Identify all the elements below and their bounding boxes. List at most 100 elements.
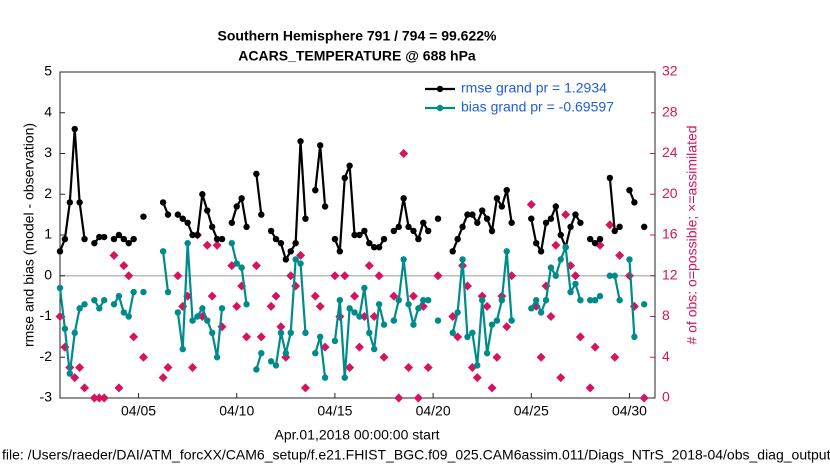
- series-marker: [395, 297, 402, 304]
- series-marker: [140, 288, 147, 296]
- obs-marker: [315, 301, 325, 311]
- series-marker: [253, 170, 260, 178]
- series-marker: [302, 215, 309, 222]
- x-tick-label: 04/30: [612, 403, 647, 419]
- series-marker: [552, 272, 560, 279]
- series-marker: [547, 264, 555, 271]
- y-tick-label: 1: [44, 226, 52, 242]
- series-marker: [66, 370, 74, 377]
- series-marker: [115, 292, 123, 300]
- obs-marker: [526, 199, 536, 209]
- obs-marker: [232, 301, 242, 311]
- series-marker: [640, 223, 648, 231]
- series-marker: [233, 260, 240, 267]
- obs-marker: [70, 373, 80, 383]
- obs-marker: [566, 261, 576, 271]
- obs-marker: [138, 352, 148, 362]
- y-tick-label: 5: [44, 63, 52, 79]
- x-axis-label: Apr.01,2018 00:00:00 start: [274, 427, 439, 443]
- series-marker: [498, 203, 506, 210]
- series-marker: [493, 195, 501, 202]
- series-marker: [488, 227, 496, 235]
- series-marker: [449, 329, 456, 336]
- obs-marker: [119, 261, 129, 271]
- series-marker: [282, 349, 290, 357]
- series-marker: [572, 280, 579, 288]
- obs-marker: [163, 362, 173, 372]
- series-marker: [361, 284, 368, 292]
- obs-marker: [502, 322, 512, 332]
- series-marker: [366, 329, 373, 336]
- series-marker: [474, 219, 481, 226]
- series-marker: [125, 313, 132, 320]
- series-marker: [194, 313, 201, 320]
- series-marker: [557, 231, 564, 239]
- series-marker: [424, 297, 432, 304]
- series-marker: [562, 244, 569, 251]
- series-marker: [611, 272, 618, 279]
- y-tick-label: -2: [40, 348, 53, 364]
- obs-marker: [507, 271, 517, 281]
- series-marker: [184, 219, 191, 226]
- series-marker: [557, 256, 564, 263]
- series-marker: [164, 211, 172, 218]
- series-marker: [591, 297, 599, 304]
- obs-marker: [453, 332, 463, 342]
- series-marker: [213, 354, 221, 361]
- series-marker: [420, 219, 427, 226]
- series-marker: [204, 207, 211, 214]
- series-marker: [282, 256, 290, 263]
- obs-marker: [320, 342, 330, 352]
- y-tick-label: 3: [44, 144, 52, 160]
- series-marker: [567, 223, 574, 231]
- x-tick-label: 04/10: [219, 403, 254, 419]
- series-marker: [81, 235, 88, 243]
- series-marker: [464, 333, 471, 341]
- series-marker: [272, 235, 280, 243]
- series-marker: [184, 239, 191, 247]
- series-marker: [469, 211, 476, 218]
- series-marker: [434, 215, 442, 222]
- obs-marker: [296, 250, 306, 260]
- obs-marker: [408, 291, 418, 301]
- series-marker: [405, 223, 412, 231]
- series-marker: [631, 333, 638, 341]
- series-marker: [346, 305, 353, 312]
- series-marker: [218, 235, 226, 243]
- obs-marker: [207, 291, 217, 301]
- obs-marker: [590, 342, 600, 352]
- obs-marker: [629, 301, 639, 311]
- obs-marker: [188, 362, 198, 372]
- series-marker: [375, 244, 383, 251]
- obs-marker: [492, 352, 502, 362]
- obs-marker: [404, 362, 414, 372]
- series-marker: [96, 233, 103, 241]
- obs-marker: [369, 312, 379, 321]
- obs-marker: [124, 271, 134, 281]
- series-marker: [174, 309, 182, 316]
- obs-marker: [266, 301, 276, 311]
- chart-title: Southern Hemisphere 791 / 794 = 99.622%: [218, 28, 498, 44]
- series-marker: [267, 358, 275, 365]
- series-marker: [454, 309, 461, 316]
- series-marker: [297, 138, 304, 145]
- obs-marker: [615, 250, 625, 260]
- series-marker: [174, 211, 182, 218]
- series-marker: [577, 219, 584, 226]
- series-marker: [395, 223, 402, 231]
- obs-marker: [80, 383, 90, 393]
- plot-frame: [59, 71, 656, 399]
- legend-box: [419, 77, 651, 121]
- obs-marker: [472, 373, 482, 383]
- series-marker: [208, 223, 216, 231]
- series-marker: [159, 199, 167, 206]
- series-marker: [302, 329, 309, 336]
- series-marker: [316, 142, 324, 149]
- obs-marker: [399, 149, 409, 158]
- y2-tick-label: 0: [662, 389, 670, 405]
- series-marker: [361, 227, 368, 235]
- series-marker: [336, 297, 344, 304]
- obs-marker: [300, 383, 310, 393]
- obs-marker: [242, 332, 252, 342]
- y2-tick-label: 28: [662, 103, 678, 119]
